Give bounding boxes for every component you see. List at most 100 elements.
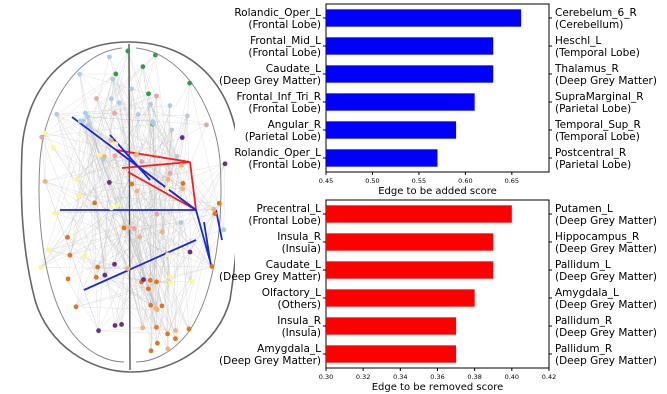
grey-connection (111, 207, 168, 335)
brain-node (178, 220, 184, 226)
brain-node (76, 192, 82, 198)
brain-node (153, 306, 159, 311)
added-right-region-label: Cerebelum_6_R (555, 7, 637, 19)
brain-node (50, 145, 56, 151)
grey-connection (102, 159, 182, 223)
grey-connection (69, 255, 176, 339)
brain-node (164, 185, 170, 191)
grey-connection (41, 95, 157, 138)
grey-connection (117, 66, 144, 205)
grey-connection (141, 105, 171, 282)
brain-node (110, 76, 116, 82)
grey-connection (162, 231, 171, 284)
brain-node (209, 264, 215, 269)
removed-edge (83, 239, 197, 291)
brain-node (115, 202, 121, 208)
removed-bar (326, 345, 457, 363)
brain-node (154, 340, 160, 346)
grey-connection (111, 139, 178, 157)
grey-connection (110, 140, 213, 267)
brain-node (113, 71, 119, 77)
grey-connection (85, 112, 215, 210)
grey-connection (79, 74, 112, 209)
added-right-lobe-label: (Deep Grey Matter) (555, 75, 657, 87)
grey-connection (114, 155, 125, 228)
grey-connection (48, 237, 68, 251)
grey-connection (79, 74, 216, 214)
grey-connection (76, 129, 172, 179)
brain-node (74, 176, 80, 182)
grey-connection (96, 277, 157, 328)
grey-connection (76, 56, 110, 179)
brain-node (159, 303, 165, 309)
removed-right-region-label: Amygdala_L (555, 287, 619, 299)
grey-connection (85, 113, 99, 331)
grey-connection (54, 112, 86, 214)
brain-node (42, 130, 48, 136)
removed-xtick-label: 0.38 (467, 373, 481, 381)
brain-node (82, 253, 87, 259)
grey-connection (67, 124, 89, 279)
removed-left-region-label: Insula_R (277, 231, 321, 243)
removed-left-region-label: Caudate_L (266, 259, 321, 271)
grey-connection (114, 156, 178, 326)
grey-connection (96, 98, 115, 114)
grey-connection (111, 54, 156, 99)
grey-connection (114, 183, 184, 326)
brain-node (108, 96, 114, 102)
brain-node (168, 280, 173, 286)
grey-connection (56, 105, 170, 115)
grey-connection (111, 98, 171, 284)
grey-connection (109, 182, 192, 282)
grey-connection (182, 183, 224, 230)
brain-node (112, 110, 117, 116)
brain-node (222, 161, 228, 167)
grey-connection (103, 159, 169, 180)
added-xlabel: Edge to be added score (378, 186, 497, 197)
removed-xtick-label: 0.36 (430, 373, 444, 381)
added-bar (326, 121, 457, 139)
added-xtick-label: 0.65 (505, 177, 519, 185)
added-left-region-label: Rolandic_Oper_L (234, 147, 321, 159)
grey-connection (156, 129, 172, 310)
grey-connection (67, 237, 97, 278)
grey-connection (94, 202, 157, 282)
grey-connection (40, 95, 157, 268)
grey-connection (96, 98, 116, 144)
added-xtick-label: 0.50 (365, 177, 379, 185)
brain-node (93, 274, 99, 280)
brain-node (131, 226, 137, 231)
brain-node (174, 154, 180, 159)
grey-connection (41, 136, 104, 160)
removed-bar (326, 233, 494, 251)
brain-node (180, 186, 186, 192)
grey-connection (48, 213, 157, 251)
grey-connection (48, 250, 99, 331)
removed-right-lobe-label: (Deep Grey Matter) (555, 271, 657, 283)
removed-right-lobe-label: (Deep Grey Matter) (555, 243, 657, 255)
removed-left-region-label: Precentral_L (257, 203, 322, 215)
grey-connection (75, 266, 213, 308)
brain-node (173, 328, 178, 333)
brain-node (121, 225, 127, 231)
grey-connection (188, 209, 215, 330)
grey-connection (111, 73, 117, 99)
brain-node (65, 234, 70, 240)
added-edge (127, 171, 197, 211)
grey-connection (87, 124, 106, 276)
brain-node (129, 181, 135, 187)
grey-connection (44, 181, 118, 206)
added-right-lobe-label: (Parietal Lobe) (555, 103, 631, 115)
grey-connection (54, 187, 168, 214)
grey-connection (40, 179, 169, 268)
brain-node (119, 322, 124, 327)
brain-node (180, 181, 186, 186)
removed-left-lobe-label: (Insula) (282, 243, 321, 255)
added-left-region-label: Frontal_Mid_L (250, 35, 321, 47)
grey-connection (119, 102, 142, 282)
brain-node (147, 277, 153, 283)
brain-node (107, 54, 112, 60)
brain-node (127, 224, 132, 230)
added-right-region-label: Postcentral_R (555, 147, 626, 159)
brain-node (38, 265, 44, 270)
